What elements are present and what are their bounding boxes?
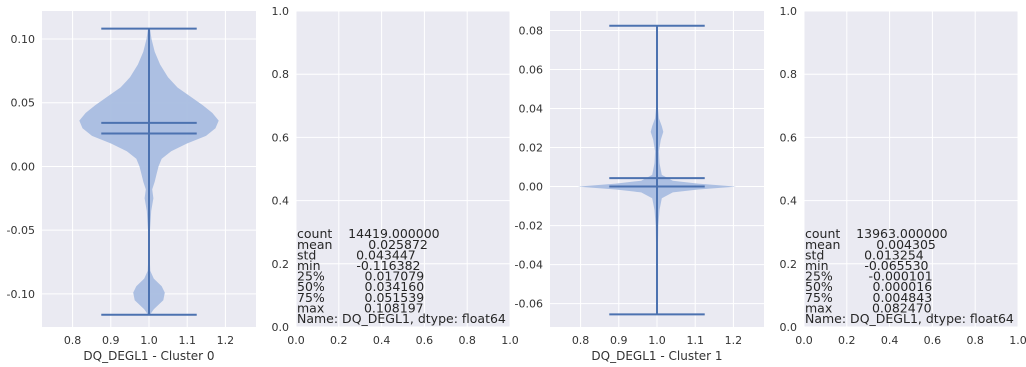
y-tick-label: 0.02 bbox=[519, 142, 544, 155]
stats-line: 75% 0.004843 bbox=[805, 290, 932, 305]
stats-line: 50% 0.034160 bbox=[297, 279, 424, 294]
x-tick-label: 0.9 bbox=[102, 334, 120, 347]
y-tick-label: 0.4 bbox=[780, 195, 798, 208]
x-axis-label: DQ_DEGL1 - Cluster 0 bbox=[83, 349, 214, 363]
x-tick-label: 0.2 bbox=[838, 334, 856, 347]
x-axis-label: DQ_DEGL1 - Cluster 1 bbox=[591, 349, 722, 363]
x-tick-label: 0.0 bbox=[795, 334, 813, 347]
stats-line: Name: DQ_DEGL1, dtype: float64 bbox=[805, 311, 1014, 326]
x-tick-label: 1.0 bbox=[501, 334, 519, 347]
y-tick-label: 1.0 bbox=[272, 5, 290, 18]
y-tick-label: 0.05 bbox=[11, 97, 36, 110]
y-tick-label: 0.8 bbox=[780, 68, 798, 81]
y-tick-label: 0.0 bbox=[272, 321, 290, 334]
y-tick-label: 1.0 bbox=[780, 5, 798, 18]
y-tick-label: -0.10 bbox=[7, 288, 35, 301]
stats-line: max 0.108197 bbox=[297, 300, 424, 315]
x-tick-label: 0.6 bbox=[416, 334, 434, 347]
x-tick-label: 1.2 bbox=[725, 334, 743, 347]
stats-line: std 0.043447 bbox=[297, 247, 416, 262]
subplot-2: 0.0 0.2 0.4 0.6 0.8 1.0 0.0 0.2 0.4 0.6 0.8 1.0 coun… bbox=[272, 5, 519, 347]
stats-line: count 14419.000000 bbox=[297, 226, 440, 241]
x-tick-label: 0.8 bbox=[572, 334, 590, 347]
x-tick-label: 0.2 bbox=[330, 334, 348, 347]
y-tick-label: 0.08 bbox=[519, 25, 544, 38]
y-tick-label: 0.4 bbox=[272, 195, 290, 208]
stats-line: min -0.065530 bbox=[805, 258, 929, 273]
x-tick-label: 1.1 bbox=[178, 334, 196, 347]
x-tick-label: 1.2 bbox=[217, 334, 235, 347]
stats-line: count 13963.000000 bbox=[805, 226, 948, 241]
stats-line: 25% 0.017079 bbox=[297, 269, 424, 284]
y-tick-label: 0.6 bbox=[272, 131, 290, 144]
x-tick-label: 0.8 bbox=[458, 334, 476, 347]
subplot-4: 0.0 0.2 0.4 0.6 0.8 1.0 0.0 0.2 0.4 0.6 0.8 1.0 coun… bbox=[780, 5, 1026, 347]
y-tick-label: 0.2 bbox=[780, 258, 798, 271]
stats-line: 50% 0.000016 bbox=[805, 279, 932, 294]
x-tick-label: 1.1 bbox=[686, 334, 704, 347]
y-tick-label: 0.10 bbox=[11, 33, 36, 46]
x-tick-label: 1.0 bbox=[1009, 334, 1026, 347]
stats-line: Name: DQ_DEGL1, dtype: float64 bbox=[297, 311, 506, 326]
x-tick-label: 0.0 bbox=[287, 334, 305, 347]
stats-line: min -0.116382 bbox=[297, 258, 421, 273]
plot-background bbox=[296, 11, 510, 327]
stats-line: std 0.013254 bbox=[805, 247, 924, 262]
plot-background bbox=[804, 11, 1018, 327]
y-tick-label: 0.2 bbox=[272, 258, 290, 271]
subplot-1: 0.8 0.9 1.0 1.1 1.2 -0.10 -0.05 0.00 0.05 0.10 DQ_… bbox=[7, 11, 256, 363]
y-tick-label: -0.05 bbox=[7, 224, 35, 237]
stats-line: 75% 0.051539 bbox=[297, 290, 424, 305]
stats-line: mean 0.004305 bbox=[805, 237, 936, 252]
y-tick-label: -0.02 bbox=[515, 220, 543, 233]
x-tick-label: 0.6 bbox=[924, 334, 942, 347]
x-tick-label: 0.9 bbox=[610, 334, 628, 347]
x-tick-label: 0.4 bbox=[373, 334, 391, 347]
y-tick-label: 0.8 bbox=[272, 68, 290, 81]
y-tick-label: -0.04 bbox=[515, 259, 543, 272]
y-tick-label: 0.00 bbox=[11, 160, 36, 173]
x-tick-label: 0.8 bbox=[64, 334, 82, 347]
y-tick-label: 0.0 bbox=[780, 321, 798, 334]
y-tick-label: 0.00 bbox=[519, 181, 544, 194]
y-tick-label: 0.06 bbox=[519, 64, 544, 77]
x-tick-label: 0.4 bbox=[881, 334, 899, 347]
y-tick-label: -0.06 bbox=[515, 298, 543, 311]
stats-line: 25% -0.000101 bbox=[805, 269, 933, 284]
y-tick-label: 0.6 bbox=[780, 131, 798, 144]
x-tick-label: 1.0 bbox=[648, 334, 666, 347]
x-tick-label: 1.0 bbox=[140, 334, 158, 347]
stats-line: mean 0.025872 bbox=[297, 237, 428, 252]
y-tick-label: 0.04 bbox=[519, 103, 544, 116]
x-tick-label: 0.8 bbox=[966, 334, 984, 347]
stats-line: max 0.082470 bbox=[805, 300, 932, 315]
subplot-3: 0.8 0.9 1.0 1.1 1.2 -0.06 -0.04 -0.02 0.00 0.02 0.… bbox=[515, 11, 764, 363]
